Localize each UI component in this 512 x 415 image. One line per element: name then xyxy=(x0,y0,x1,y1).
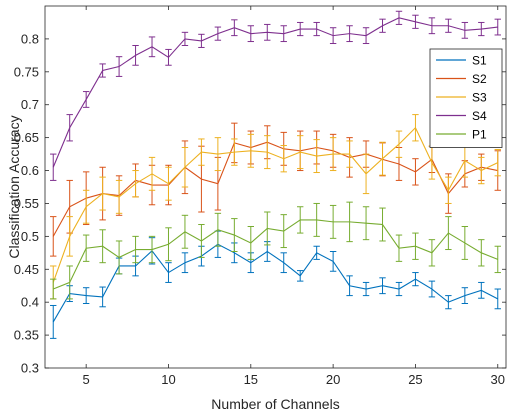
plot-background xyxy=(45,6,506,368)
legend-entry-label: S2 xyxy=(472,72,487,86)
legend-entry-label: S1 xyxy=(472,54,487,68)
legend-entry-label: S4 xyxy=(472,109,487,123)
legend-entry-label: P1 xyxy=(472,128,487,142)
series-s4 xyxy=(50,10,501,181)
series-line xyxy=(52,243,499,323)
legend-box xyxy=(429,48,503,148)
x-tick-label: 30 xyxy=(491,372,505,387)
x-tick-label: 20 xyxy=(326,372,340,387)
y-tick-label: 0.3 xyxy=(21,361,39,376)
y-tick-label: 0.5 xyxy=(21,229,39,244)
y-tick-label: 0.75 xyxy=(14,64,39,79)
legend-entry-label: S3 xyxy=(472,91,487,105)
y-tick-label: 0.35 xyxy=(14,328,39,343)
y-axis-ticks: 0.3 0.35 0.4 0.45 0.5 0.55 0.6 0.65 0.7 0.75 0.8 xyxy=(14,31,506,376)
x-tick-label: 15 xyxy=(244,372,258,387)
legend: S1 S2 S3 S4 P1 xyxy=(429,48,503,148)
series-p1 xyxy=(50,201,501,300)
y-axis-label: Classification Accuracy xyxy=(6,115,22,258)
x-axis-ticks: 5 10 15 20 25 30 xyxy=(83,6,505,387)
series-layer xyxy=(50,10,501,339)
x-tick-label: 25 xyxy=(408,372,422,387)
series-line xyxy=(53,219,498,290)
y-tick-label: 0.4 xyxy=(21,295,39,310)
y-tick-label: 0.45 xyxy=(14,262,39,277)
series-line xyxy=(52,126,499,283)
series-line xyxy=(52,17,498,168)
y-tick-label: 0.7 xyxy=(21,97,39,112)
x-tick-label: 5 xyxy=(83,372,90,387)
series-line xyxy=(52,141,498,237)
y-tick-label: 0.6 xyxy=(21,163,39,178)
y-tick-label: 0.65 xyxy=(14,130,39,145)
plot-frame xyxy=(44,5,507,369)
x-axis-label: Number of Channels xyxy=(211,396,339,412)
y-tick-label: 0.55 xyxy=(14,196,39,211)
y-tick-label: 0.8 xyxy=(21,31,39,46)
series-s3 xyxy=(50,114,501,300)
x-tick-label: 10 xyxy=(161,372,175,387)
